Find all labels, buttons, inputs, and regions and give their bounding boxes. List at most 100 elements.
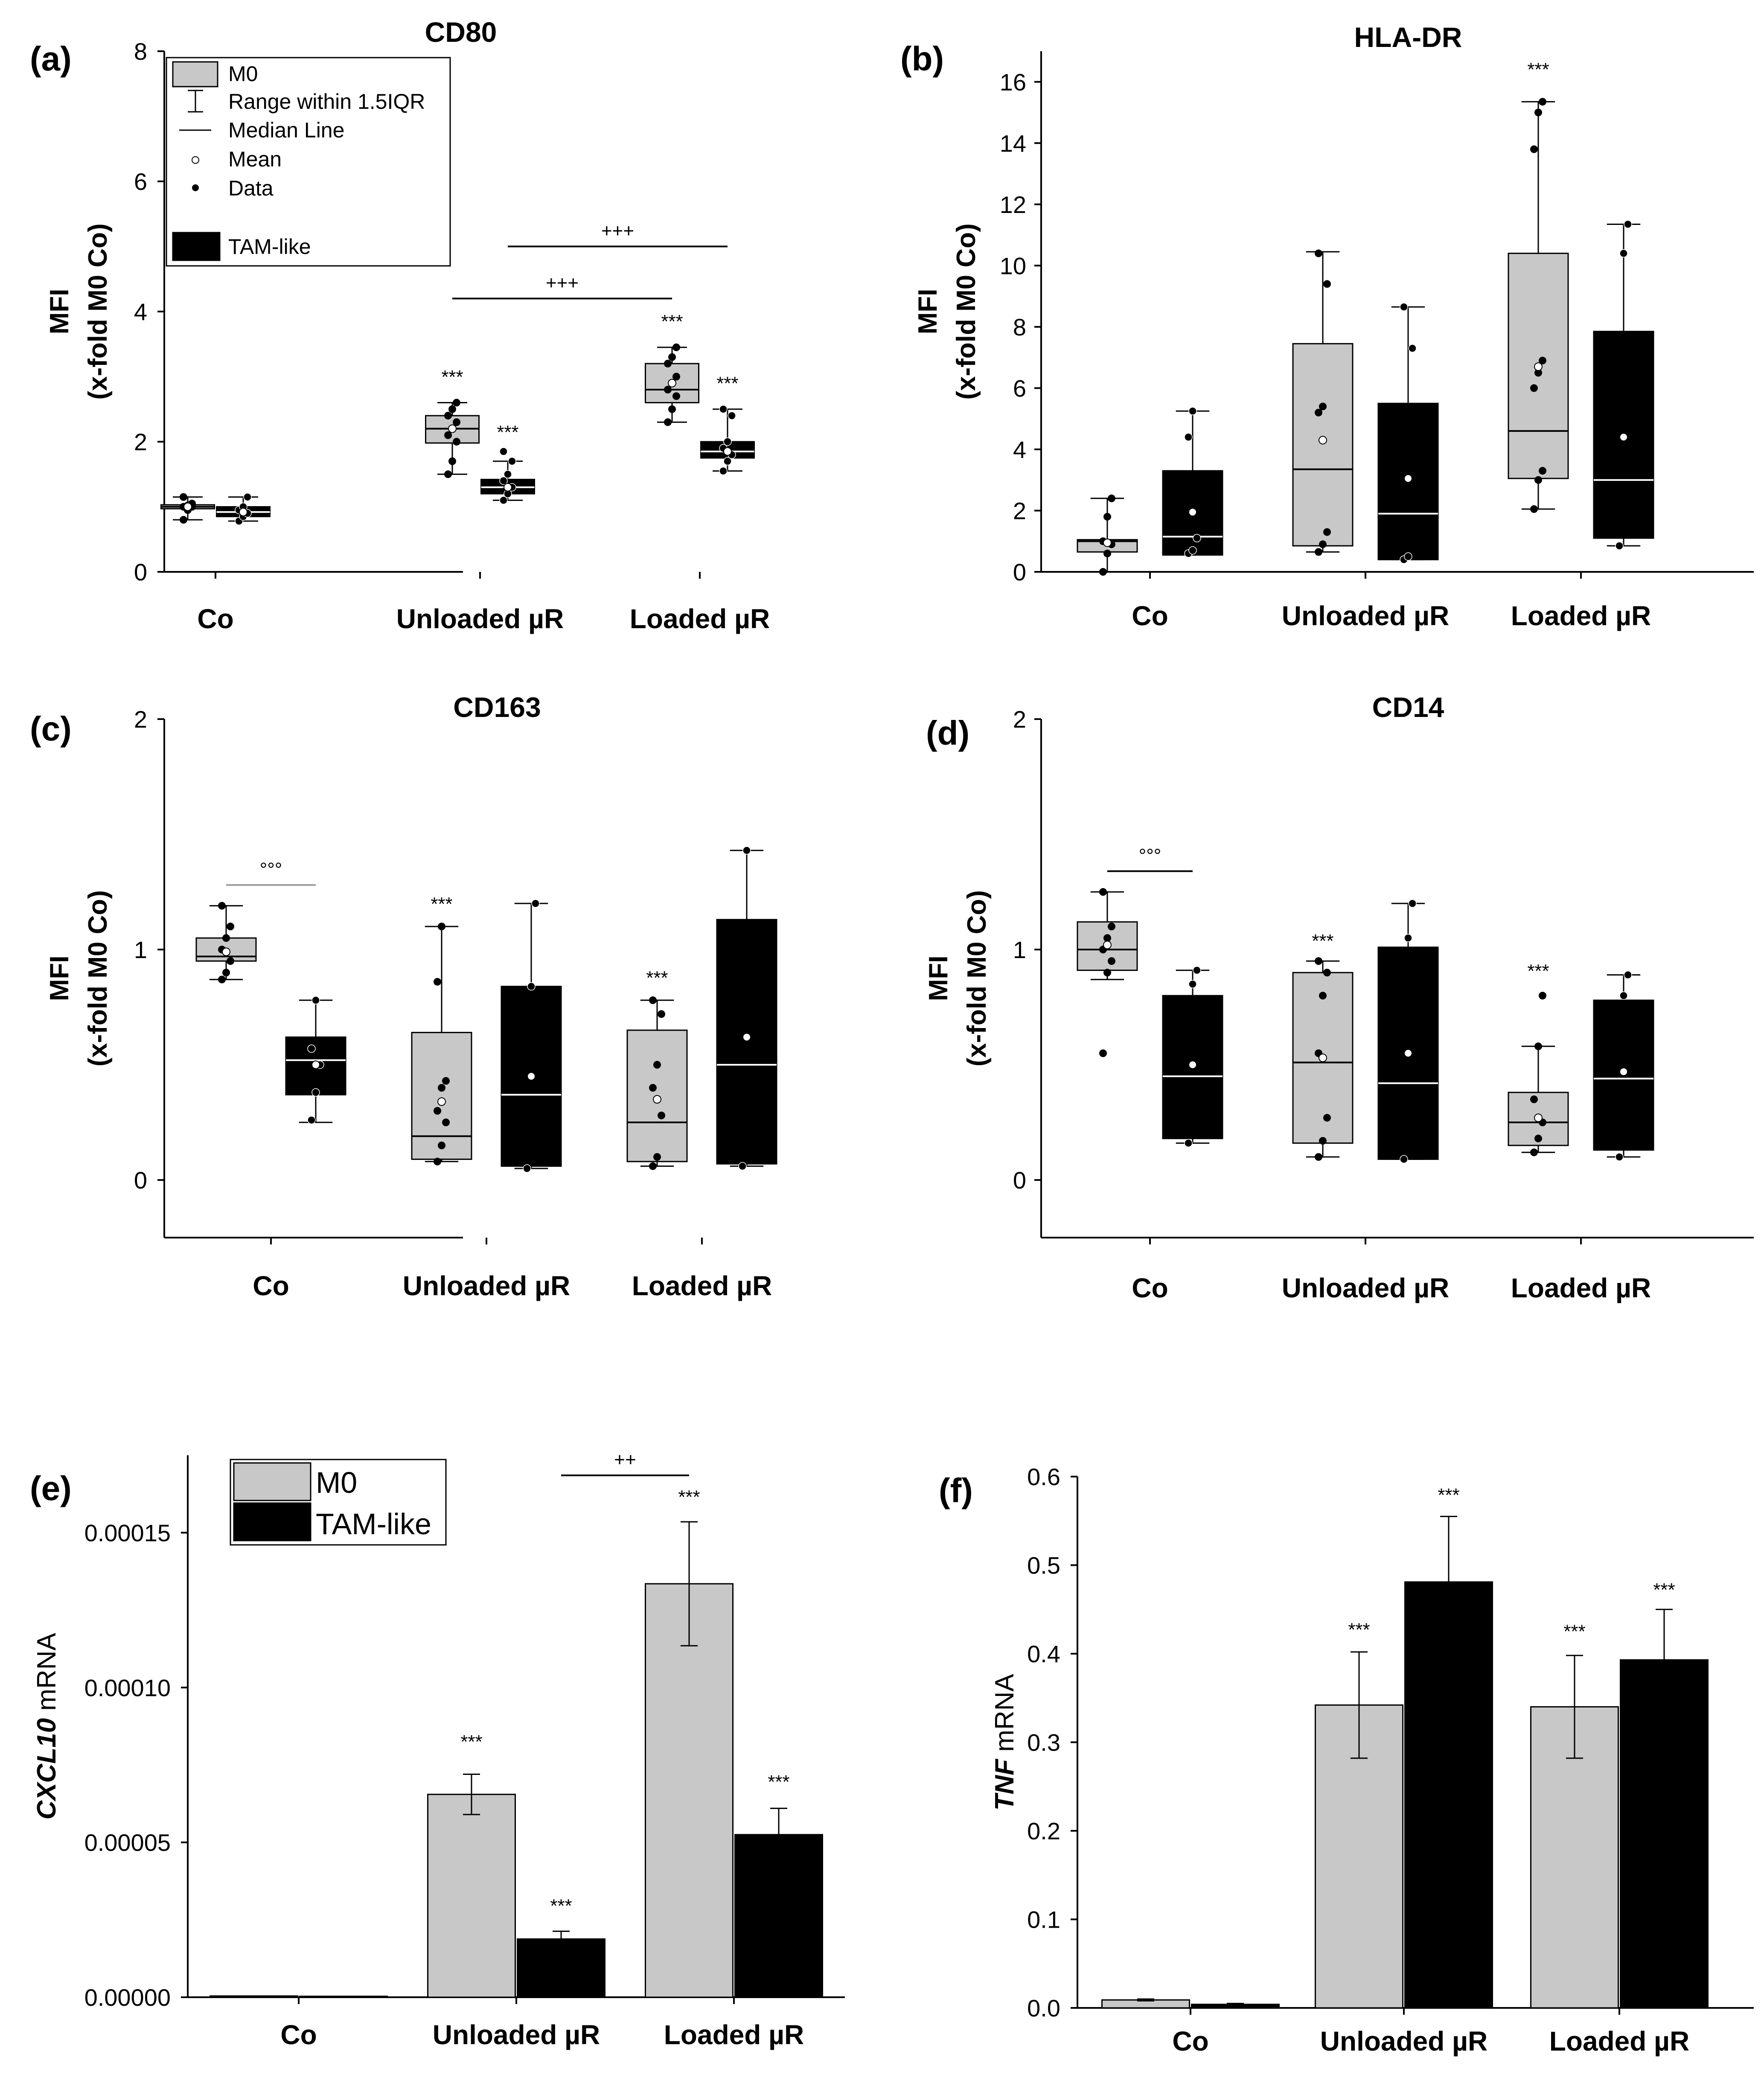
data-point — [307, 1044, 316, 1053]
data-point — [1530, 1095, 1538, 1103]
data-point — [434, 1107, 441, 1115]
data-point — [1315, 957, 1322, 965]
data-point — [1534, 108, 1542, 117]
x-tick-label: Loaded µR — [1511, 600, 1651, 631]
x-tick-label: Unloaded µR — [396, 603, 564, 634]
y-axis-label: MFI — [45, 956, 74, 1001]
data-point — [531, 899, 540, 908]
data-point — [444, 470, 452, 478]
mean-marker — [504, 483, 512, 492]
data-point — [1539, 992, 1546, 999]
data-point — [672, 343, 680, 351]
data-point — [1188, 407, 1197, 415]
significance-label: *** — [1527, 59, 1549, 80]
significance-label: *** — [497, 422, 518, 443]
significance-label: *** — [1653, 1579, 1675, 1600]
data-point — [664, 418, 672, 426]
y-tick-label: 2 — [1013, 706, 1026, 733]
data-point — [1624, 970, 1632, 979]
mean-marker — [1404, 474, 1412, 483]
data-point — [664, 360, 672, 367]
mean-marker — [1534, 1113, 1543, 1122]
y-axis-label-sub: (x-fold M0 Co) — [83, 890, 113, 1066]
data-point — [444, 431, 452, 439]
y-axis-label: MFI — [913, 289, 943, 335]
data-point — [668, 405, 676, 413]
data-point — [1103, 549, 1111, 557]
mean-marker — [1404, 1049, 1412, 1058]
x-tick-label: Co — [197, 603, 233, 634]
panel-label: (a) — [30, 40, 72, 78]
y-tick-label: 1 — [134, 936, 147, 963]
x-tick-label: Unloaded µR — [433, 2019, 600, 2050]
legend-frame — [166, 57, 451, 267]
panel-e: 0.00000 0.00005 0.00010 0.00015 Co Unloaded µ… — [30, 1449, 845, 2050]
mean-marker — [222, 947, 230, 956]
y-axis-label-sub: (x-fold M0 Co) — [83, 223, 113, 399]
y-tick-label: 0 — [1013, 559, 1026, 586]
bracket-label: +++ — [546, 273, 579, 294]
data-point — [1404, 934, 1412, 942]
x-tick-label: Co — [1132, 1273, 1168, 1303]
x-tick-label: Unloaded µR — [1282, 600, 1449, 631]
y-tick-label: 6 — [1013, 375, 1026, 402]
bracket-label: °°° — [260, 859, 282, 880]
y-axis-label: CXCL10 mRNA — [32, 1633, 61, 1820]
significance-label: *** — [460, 1731, 482, 1752]
y-tick-label: 8 — [1013, 314, 1026, 341]
panel-f: 0.0 0.1 0.2 0.3 0.4 0.5 0.6 Co Unloaded µR Loaded… — [939, 1463, 1754, 2057]
panel-c: 0 1 2 Co Unloaded µR Loaded µR (c) CD163 MFI (x-f… — [30, 691, 777, 1301]
x-tick-label: Loaded µR — [1549, 2026, 1689, 2057]
data-point — [1193, 966, 1201, 975]
y-tick-label: 14 — [1000, 130, 1026, 157]
y-tick-label: 0 — [134, 559, 147, 586]
y-tick-label: 4 — [1013, 436, 1026, 463]
data-point — [180, 516, 187, 524]
data-point — [1099, 1049, 1107, 1057]
data-point — [672, 392, 680, 400]
data-point — [1319, 992, 1327, 999]
y-axis-label-gene: CXCL10 — [32, 1718, 61, 1820]
mean-marker — [1619, 1067, 1628, 1076]
y-tick-label: 10 — [1000, 252, 1026, 279]
x-tick-label: Co — [280, 2019, 317, 2050]
data-point — [504, 470, 512, 478]
mean-marker — [653, 1095, 661, 1104]
mean-marker — [742, 1033, 751, 1042]
data-point — [1534, 369, 1542, 377]
data-point — [1539, 467, 1546, 475]
data-point — [180, 493, 187, 501]
bar-tam-like — [1404, 1581, 1493, 2009]
x-tick-label: Loaded µR — [632, 1270, 772, 1301]
mean-marker — [1319, 436, 1327, 445]
data-point — [1404, 552, 1412, 561]
significance-label: *** — [768, 1771, 789, 1792]
significance-label: *** — [1527, 961, 1549, 982]
data-point — [1624, 220, 1632, 229]
data-point — [1530, 1148, 1538, 1157]
data-point — [1534, 1042, 1542, 1050]
bar-m0 — [210, 1995, 298, 1998]
data-point — [1408, 899, 1417, 908]
bar-tam-like — [517, 1938, 605, 1998]
x-tick-label: Unloaded µR — [1282, 1273, 1449, 1303]
mean-marker — [1619, 433, 1628, 442]
data-point — [1315, 548, 1322, 556]
legend-box-a: M0 Range within 1.5IQR Median Line Mean Data… — [166, 57, 451, 267]
data-point — [499, 476, 508, 485]
data-point — [311, 996, 320, 1005]
significance-label: *** — [1348, 1620, 1370, 1640]
data-point — [1099, 568, 1107, 576]
bar-tam-like — [299, 1996, 388, 1998]
data-point — [668, 353, 676, 361]
legend-label: Data — [228, 176, 274, 200]
y-axis-label: MFI — [45, 289, 74, 335]
data-point — [222, 934, 230, 942]
y-tick-label: 0.2 — [1027, 1818, 1060, 1844]
data-point — [649, 1162, 657, 1170]
data-point — [1619, 249, 1628, 258]
legend-mean-icon — [192, 156, 199, 164]
data-point — [448, 405, 456, 413]
significance-label: *** — [1312, 931, 1333, 952]
